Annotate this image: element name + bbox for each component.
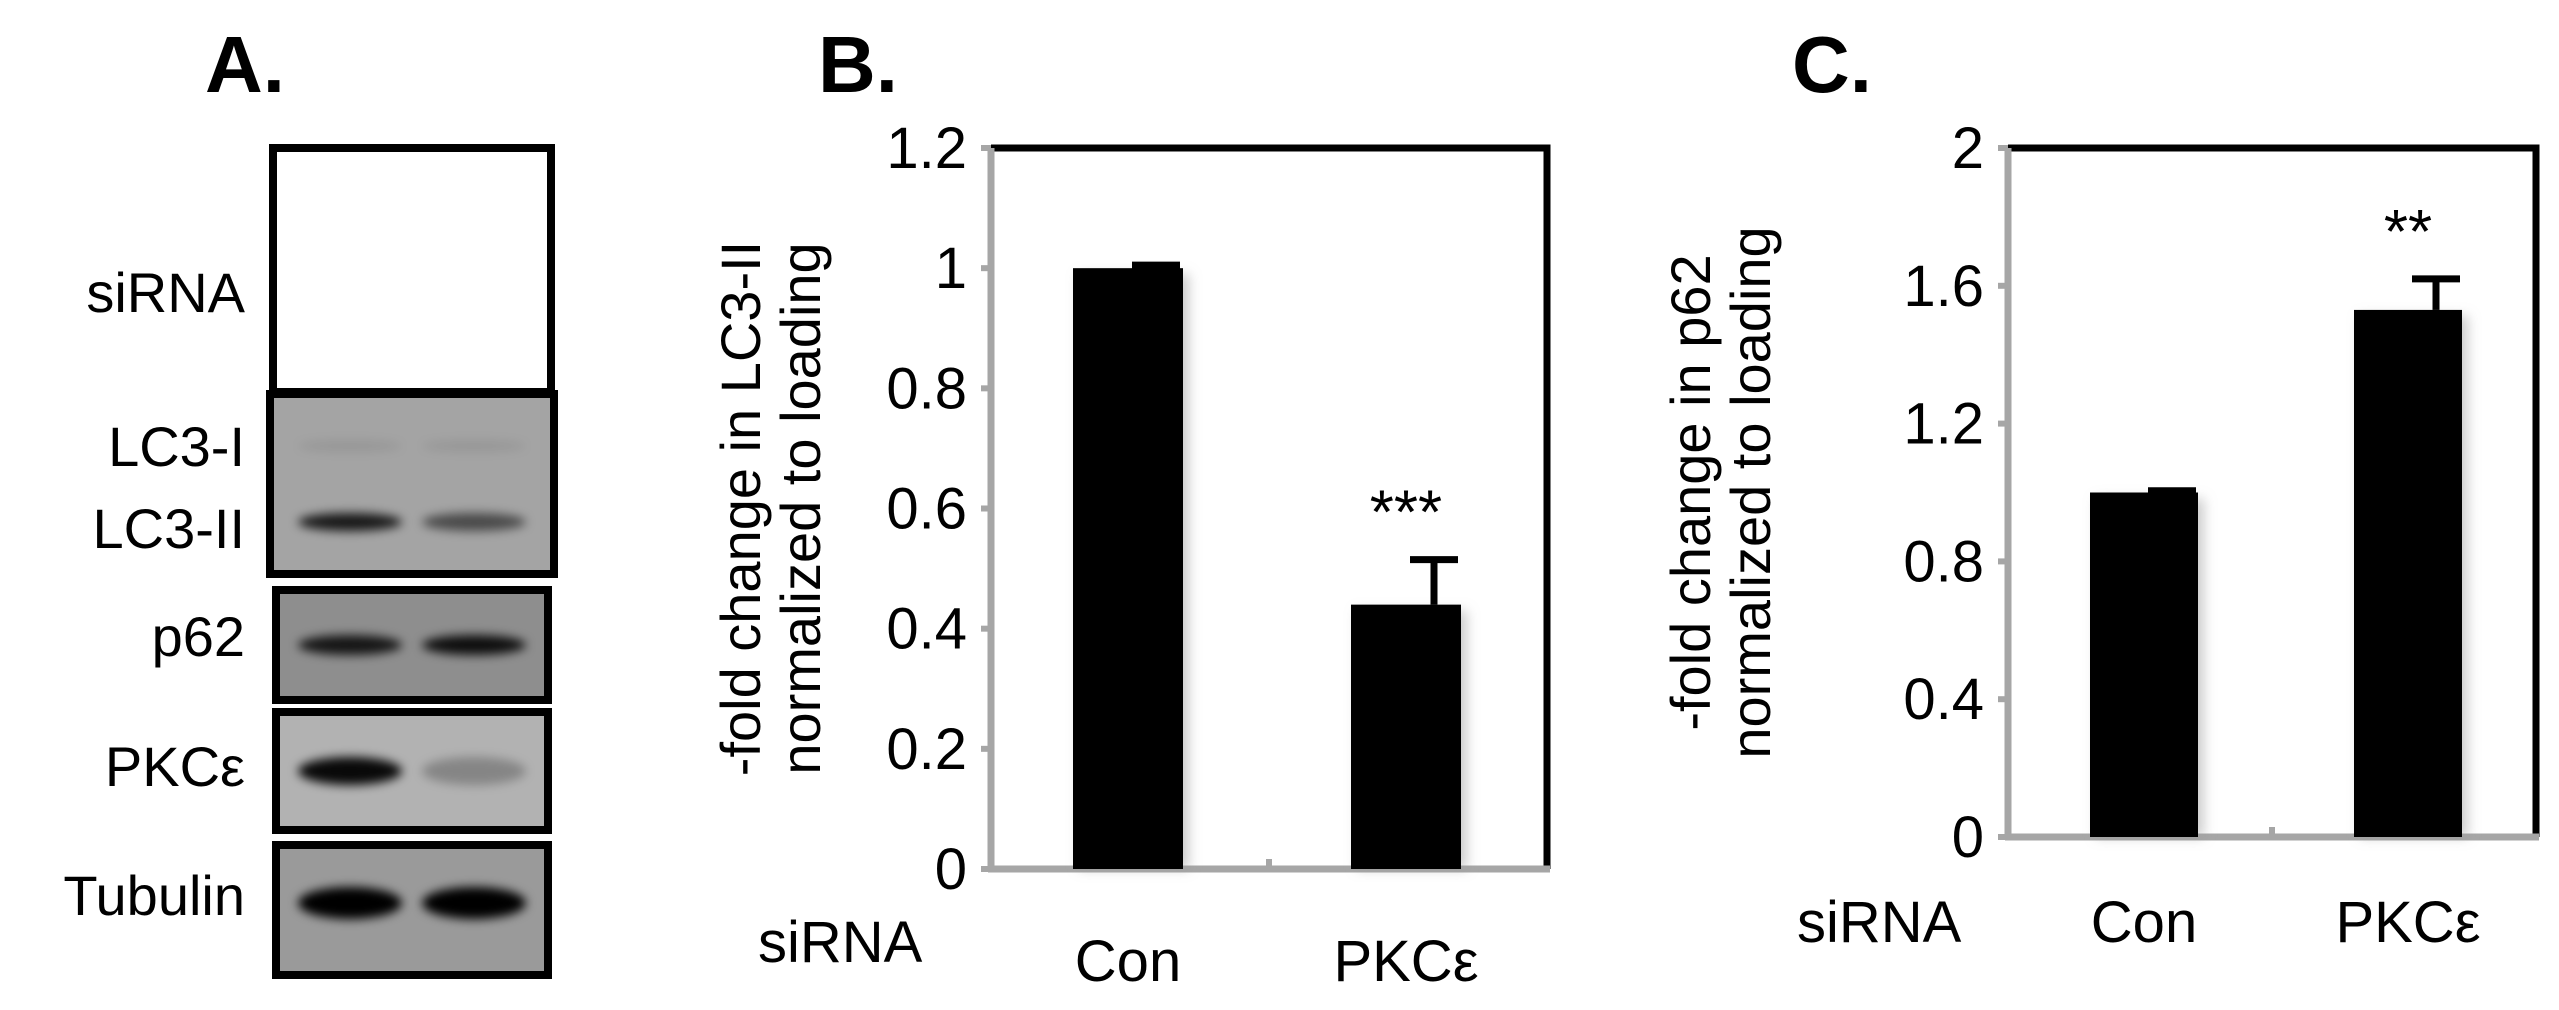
pkc-blot <box>272 708 552 834</box>
bar-pkc-epsilon <box>2354 309 2462 837</box>
bar-con <box>1073 268 1183 870</box>
y-tick-label: 0.8 <box>1903 529 1984 594</box>
y-axis-label: -fold change in LC3-IInormalized to load… <box>709 241 832 776</box>
p62-blot <box>272 586 552 704</box>
plot-frame <box>2008 144 2540 837</box>
p62-band-lane-2 <box>422 635 526 655</box>
significance-label: ** <box>2384 198 2432 267</box>
x-axis-label: siRNA <box>1797 890 1962 955</box>
bar-pkc-epsilon <box>1351 604 1461 869</box>
panel-b-letter: B. <box>818 20 898 109</box>
plot-frame <box>991 144 1551 869</box>
y-tick-label: 1 <box>935 236 967 301</box>
chart-c: 0 0.4 0.8 1.2 1.6 2 Con ** PKCε siRNA -fold change… <box>1659 116 2540 955</box>
x-category-label: PKCε <box>1333 929 1478 994</box>
sirna-header-box <box>269 144 555 396</box>
lc3-i-band-lane-1 <box>298 440 402 452</box>
label-pkc-epsilon: PKCε <box>105 735 245 798</box>
lc3-ii-band-lane-1 <box>298 513 402 531</box>
p62-band-lane-1 <box>298 635 402 655</box>
x-category-label: PKCε <box>2335 890 2480 955</box>
lc3-blot <box>266 390 558 578</box>
y-tick-label: 0 <box>1952 805 1984 870</box>
pkc-band-lane-1 <box>298 757 402 785</box>
panel-a-letter: A. <box>205 20 285 109</box>
label-tubulin: Tubulin <box>63 864 245 927</box>
y-tick-label: 1.6 <box>1903 254 1984 319</box>
y-tick-label: 0.4 <box>886 597 967 662</box>
label-sirna: siRNA <box>86 261 245 324</box>
panel-c-letter: C. <box>1792 20 1872 109</box>
tubulin-band-lane-2 <box>422 887 526 919</box>
blot-labels: siRNA LC3-I LC3-II p62 PKCε Tubulin <box>63 261 245 927</box>
y-tick-label: 2 <box>1952 116 1984 181</box>
tubulin-blot <box>272 841 552 979</box>
tubulin-band-lane-1 <box>298 887 402 919</box>
y-axis-label: -fold change in p62normalized to loading <box>1659 226 1782 758</box>
y-tick-label: 0.4 <box>1903 667 1984 732</box>
y-tick-label: 0.2 <box>886 717 967 782</box>
y-tick-label: 1.2 <box>886 116 967 181</box>
x-axis-label: siRNA <box>758 910 923 975</box>
y-tick-label: 1.2 <box>1903 392 1984 457</box>
y-tick-label: 0.8 <box>886 356 967 421</box>
y-tick-label: 0.6 <box>886 477 967 542</box>
y-tick-label: 0 <box>935 837 967 902</box>
label-lc3-i: LC3-I <box>108 415 245 478</box>
chart-b: 0 0.2 0.4 0.6 0.8 1 1.2 Con *** PKCε siRNA -fold ch… <box>709 116 1551 994</box>
lc3-i-band-lane-2 <box>422 440 526 452</box>
significance-label: *** <box>1370 479 1442 548</box>
label-lc3-ii: LC3-II <box>93 497 246 560</box>
label-p62: p62 <box>152 605 245 668</box>
pkc-band-lane-2 <box>422 757 526 785</box>
bar-con <box>2090 492 2198 837</box>
lc3-ii-band-lane-2 <box>422 513 526 531</box>
x-category-label: Con <box>2091 890 2197 955</box>
x-category-label: Con <box>1075 929 1181 994</box>
